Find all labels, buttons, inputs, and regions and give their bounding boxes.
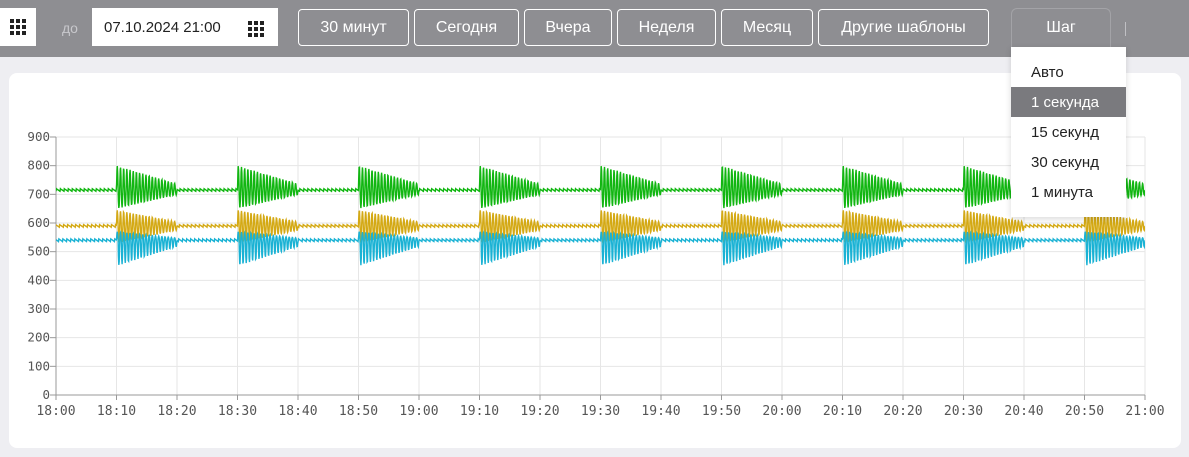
step-option-1-second[interactable]: 1 секунда [1011,87,1126,117]
x-tick-label: 20:40 [1004,404,1043,419]
y-tick-label: 900 [27,129,50,144]
step-dropdown-button[interactable]: Шаг [1011,8,1111,47]
series-line-2 [56,229,1145,266]
preset-yesterday-button[interactable]: Вчера [524,9,612,46]
y-tick-label: 300 [27,301,50,316]
series-line-0 [56,165,1145,209]
y-tick-label: 800 [27,158,50,173]
chart-card: 0 100 200 300 400 500 600 700 800 900 18:00 18:10 18… [9,73,1181,448]
x-tick-label: 18:50 [339,404,378,419]
y-tick-label: 100 [27,358,50,373]
x-tick-label: 19:40 [641,404,680,419]
preset-other-templates-button[interactable]: Другие шаблоны [818,9,989,46]
step-option-30-seconds[interactable]: 30 секунд [1031,154,1099,171]
series-line-1 [56,209,1145,245]
x-tick-label: 19:00 [399,404,438,419]
x-tick-label: 18:40 [278,404,317,419]
date-to-value: 07.10.2024 21:00 [104,19,221,36]
y-tick-label: 700 [27,186,50,201]
step-option-15-seconds[interactable]: 15 секунд [1031,124,1099,141]
preset-30-min-button[interactable]: 30 минут [298,9,409,46]
x-tick-label: 20:10 [823,404,862,419]
line-chart: 0 100 200 300 400 500 600 700 800 900 18:00 18:10 18… [27,129,1164,419]
date-to-input[interactable]: 07.10.2024 21:00 [92,8,278,46]
x-tick-label: 20:20 [883,404,922,419]
x-tick-label: 18:00 [36,404,75,419]
calendar-grid-icon[interactable] [248,21,264,37]
preset-week-button[interactable]: Неделя [617,9,716,46]
step-dropdown-menu: Авто 1 секунда 15 секунд 30 секунд 1 мин… [1011,47,1126,217]
calendar-from-button[interactable] [0,8,36,46]
x-tick-label: 20:00 [762,404,801,419]
step-option-auto[interactable]: Авто [1031,64,1064,81]
toolbar: до 07.10.2024 21:00 30 минут Сегодня Вче… [0,0,1189,57]
preset-today-button[interactable]: Сегодня [414,9,519,46]
y-tick-label: 0 [42,387,50,402]
to-label: до [62,20,78,36]
x-tick-label: 19:20 [520,404,559,419]
x-tick-label: 21:00 [1125,404,1164,419]
step-option-1-minute[interactable]: 1 минута [1031,184,1094,201]
x-tick-label: 19:30 [581,404,620,419]
y-tick-label: 600 [27,215,50,230]
x-tick-label: 18:30 [218,404,257,419]
x-tick-label: 20:30 [944,404,983,419]
preset-month-button[interactable]: Месяц [721,9,813,46]
x-tick-label: 19:10 [460,404,499,419]
x-tick-label: 18:20 [157,404,196,419]
toolbar-divider [1125,22,1126,36]
x-tick-label: 20:50 [1065,404,1104,419]
calendar-grid-icon [10,19,26,35]
y-tick-label: 500 [27,244,50,259]
y-tick-label: 200 [27,330,50,345]
x-tick-label: 19:50 [702,404,741,419]
x-tick-label: 18:10 [97,404,136,419]
y-tick-label: 400 [27,272,50,287]
